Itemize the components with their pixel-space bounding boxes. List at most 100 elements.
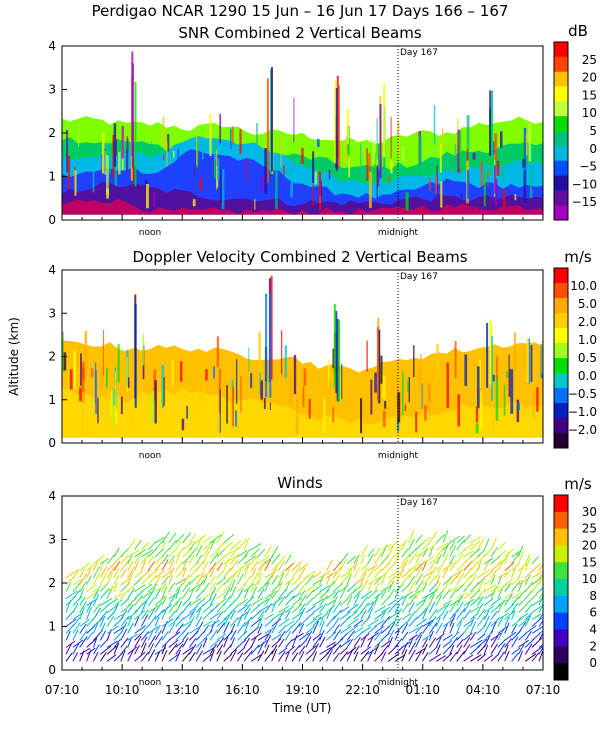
wind-barb <box>442 579 450 592</box>
colorbar-frame <box>553 494 569 681</box>
colorbar-swatch <box>554 145 568 162</box>
data-streak <box>171 359 174 387</box>
data-streak <box>106 387 109 404</box>
wind-barb <box>504 631 517 641</box>
wind-barb <box>428 587 438 600</box>
data-streak <box>250 373 253 389</box>
wind-barb <box>195 644 203 655</box>
wind-barb <box>319 629 325 641</box>
wind-barb <box>223 567 232 579</box>
x-tick-label: 13:10 <box>165 683 200 697</box>
wind-barb <box>319 612 329 620</box>
data-streak <box>439 143 442 173</box>
data-streak <box>220 170 223 204</box>
wind-barb <box>401 539 407 551</box>
data-streak <box>440 181 443 208</box>
wind-barb <box>168 591 179 600</box>
wind-barb <box>449 540 456 551</box>
wind-barb <box>415 549 427 558</box>
wind-barb <box>483 557 494 565</box>
wind-barb <box>442 553 449 565</box>
wind-barb <box>353 645 360 655</box>
wind-barb <box>312 584 323 593</box>
plot-area <box>62 51 543 217</box>
wind-barb <box>113 638 121 648</box>
wind-barb <box>312 636 322 648</box>
colorbar-label: 25 <box>582 522 597 536</box>
wind-barb <box>531 563 542 572</box>
wind-barb <box>360 646 372 655</box>
wind-barb <box>127 553 134 565</box>
y-tick-label: 0 <box>48 663 56 677</box>
wind-barb <box>278 609 286 620</box>
wind-barb <box>429 653 441 662</box>
wind-barb <box>250 586 258 599</box>
wind-barb <box>449 608 459 620</box>
wind-barb <box>113 613 124 620</box>
wind-barb <box>195 603 205 613</box>
data-streak <box>483 169 486 207</box>
wind-barb <box>504 638 512 648</box>
wind-barb <box>517 644 525 655</box>
wind-barb <box>415 566 423 579</box>
wind-barb <box>291 561 302 572</box>
wind-barb <box>264 613 274 620</box>
wind-barb <box>182 632 189 641</box>
colorbar-frame <box>553 41 569 221</box>
wind-barb <box>141 574 152 586</box>
day-label: Day 167 <box>400 48 438 58</box>
noon-label: noon <box>139 678 161 688</box>
wind-barb <box>415 631 423 641</box>
wind-barb <box>92 559 99 572</box>
data-streak <box>509 355 513 369</box>
wind-barb <box>387 541 398 551</box>
wind-barb <box>339 633 348 641</box>
colorbar-label: 5.0 <box>578 297 597 311</box>
data-streak <box>263 398 266 409</box>
wind-barb <box>134 560 140 571</box>
wind-barb <box>250 542 262 551</box>
data-streak <box>319 161 321 172</box>
wind-barb <box>154 630 162 641</box>
wind-barb <box>332 582 344 593</box>
data-plume <box>333 303 336 387</box>
wind-barb <box>285 589 293 600</box>
wind-barb <box>326 615 336 627</box>
wind-barb <box>230 597 238 606</box>
wind-barb <box>497 550 507 558</box>
wind-barb <box>250 561 259 572</box>
wind-barb <box>319 636 326 648</box>
colorbar-label: 0 <box>589 656 597 670</box>
wind-barb <box>127 539 136 551</box>
data-plume <box>270 275 273 380</box>
wind-barb <box>360 572 367 585</box>
wind-barb <box>415 554 422 565</box>
wind-barb <box>504 562 515 572</box>
data-streak <box>198 380 200 415</box>
wind-barb <box>353 577 364 586</box>
data-streak <box>173 150 175 158</box>
wind-barb <box>236 588 244 599</box>
wind-barb <box>141 569 151 579</box>
wind-barb <box>195 560 205 572</box>
data-streak <box>152 191 156 207</box>
wind-barb <box>127 572 134 585</box>
wind-barb <box>257 548 266 558</box>
wind-barb <box>65 640 76 648</box>
wind-barb <box>531 631 542 641</box>
wind-barb <box>99 560 105 571</box>
wind-barb <box>237 583 247 593</box>
wind-barb <box>285 577 295 586</box>
wind-barb <box>243 562 251 572</box>
wind-barb <box>463 632 473 641</box>
data-streak <box>508 354 511 397</box>
wind-barb <box>401 603 409 613</box>
data-streak <box>514 194 517 201</box>
wind-barb <box>312 612 323 620</box>
data-streak <box>81 391 84 433</box>
data-streak <box>221 169 225 210</box>
data-streak <box>436 344 439 382</box>
data-streak <box>471 202 474 211</box>
wind-barb <box>202 620 213 627</box>
wind-barb <box>230 559 239 572</box>
